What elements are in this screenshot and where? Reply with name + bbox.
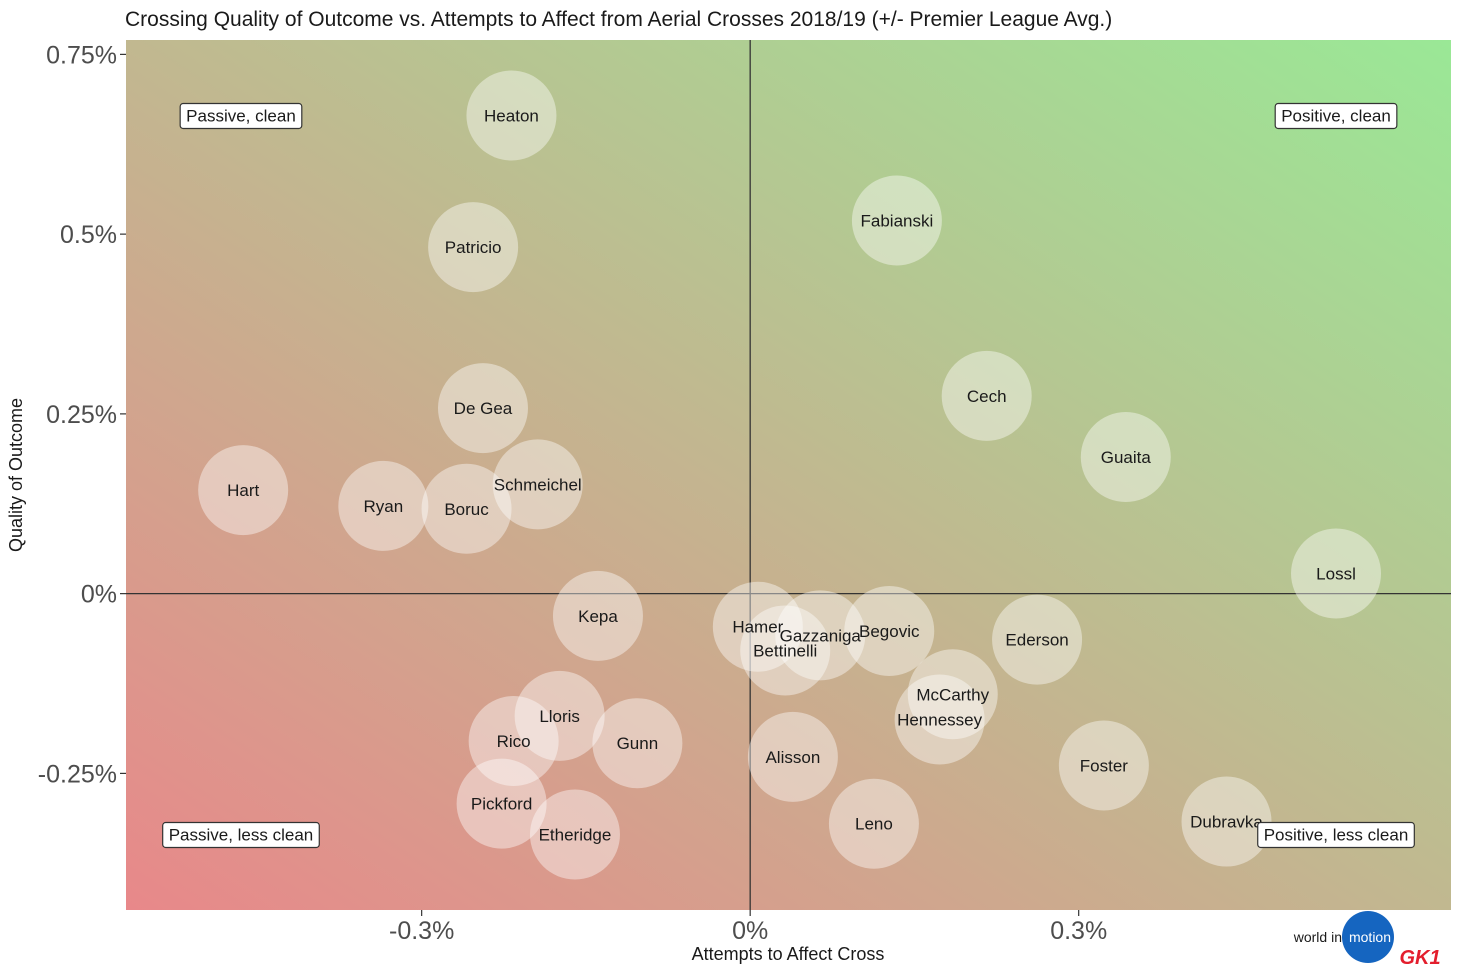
bubble-label: Guaita xyxy=(1101,448,1152,467)
bubble-label: Etheridge xyxy=(539,826,612,845)
bubble-de-gea xyxy=(437,363,528,454)
bubble-label: Boruc xyxy=(444,500,489,519)
bubble-lossl xyxy=(1291,528,1382,619)
bubble-gunn xyxy=(592,698,683,789)
bubble-boruc xyxy=(421,463,512,554)
bubble-label: Begovic xyxy=(859,622,920,641)
bubble-fabianski xyxy=(851,175,942,266)
brand-highlight: motion xyxy=(1349,929,1391,945)
bubble-layer xyxy=(198,70,1382,880)
quadrant-label-layer: Passive, clean Positive, clean Passive, le… xyxy=(162,102,1415,849)
x-tick-label: -0.3% xyxy=(389,917,454,945)
bubble-label: Rico xyxy=(497,732,531,751)
y-axis: -0.25% 0% 0.25% 0.5% 0.75% xyxy=(38,41,126,788)
brand-logo-text: GK1 xyxy=(1399,947,1440,969)
bubble-guaita xyxy=(1080,412,1171,503)
quadrant-label-box xyxy=(162,821,320,849)
bubble-label: McCarthy xyxy=(916,685,989,704)
plot-background xyxy=(126,40,1451,910)
bubble-label: Fabianski xyxy=(861,211,934,230)
bubble-foster xyxy=(1058,720,1149,811)
bubble-label: Schmeichel xyxy=(494,475,582,494)
bubble-dubravka xyxy=(1181,776,1272,867)
bubble-patricio xyxy=(428,202,519,293)
x-tick-label: 0.3% xyxy=(1050,917,1107,945)
y-tick-label: -0.25% xyxy=(38,760,117,788)
bubble-etheridge xyxy=(529,789,620,880)
bubble-label: Heaton xyxy=(484,106,539,125)
x-axis-title: Attempts to Affect Cross xyxy=(692,944,885,964)
quadrant-label: Passive, clean xyxy=(186,106,296,125)
y-tick-label: 0.75% xyxy=(46,41,117,69)
brand-prefix: world in xyxy=(1293,929,1342,945)
bubble-label-layer: Heaton Patricio De Gea Schmeichel Hart Ryan Bo… xyxy=(227,106,1356,844)
bubble-pickford xyxy=(456,758,547,849)
reference-lines xyxy=(126,40,1451,910)
bubble-gazzaniga xyxy=(775,590,866,681)
bubble-alisson xyxy=(747,711,838,802)
bubble-label: Cech xyxy=(967,387,1007,406)
bubble-lloris xyxy=(514,670,605,761)
bubble-mccarthy xyxy=(907,649,998,740)
bubble-label: Lossl xyxy=(1316,565,1356,584)
bubble-kepa xyxy=(552,570,643,661)
quadrant-label: Positive, clean xyxy=(1281,106,1391,125)
bubble-label: Bettinelli xyxy=(753,641,817,660)
x-axis: -0.3% 0% 0.3% xyxy=(389,910,1107,945)
bubble-label: Alisson xyxy=(765,748,820,767)
quadrant-label-box xyxy=(1274,102,1398,130)
y-tick-label: 0.25% xyxy=(46,401,117,429)
bubble-label: Foster xyxy=(1080,756,1129,775)
globe-icon xyxy=(1342,911,1394,963)
bubble-label: Dubravka xyxy=(1190,813,1263,832)
bubble-label: De Gea xyxy=(454,399,513,418)
bubble-label: Hennessey xyxy=(897,710,983,729)
bubble-label: Gunn xyxy=(617,734,659,753)
bubble-label: Gazzaniga xyxy=(780,626,862,645)
y-axis-title: Quality of Outcome xyxy=(6,398,26,552)
bubble-label: Ederson xyxy=(1005,631,1068,650)
quadrant-label-box xyxy=(179,102,303,130)
quadrant-label: Positive, less clean xyxy=(1264,826,1409,845)
bubble-label: Ryan xyxy=(363,497,403,516)
bubble-hennessey xyxy=(894,674,985,765)
bubble-bettinelli xyxy=(740,605,831,696)
bubble-label: Hamer xyxy=(732,618,783,637)
bubble-rico xyxy=(468,696,559,787)
bubble-label: Lloris xyxy=(539,707,580,726)
x-tick-label: 0% xyxy=(732,917,768,945)
y-tick-label: 0.5% xyxy=(60,221,117,249)
brand-logo: world in motion GK1 xyxy=(1293,911,1441,969)
y-tick-label: 0% xyxy=(81,581,117,609)
bubble-ryan xyxy=(338,460,429,551)
bubble-begovic xyxy=(844,586,935,677)
chart-title: Crossing Quality of Outcome vs. Attempts… xyxy=(125,8,1112,31)
bubble-label: Leno xyxy=(855,815,893,834)
bubble-label: Pickford xyxy=(471,795,532,814)
bubble-leno xyxy=(828,778,919,869)
bubble-hart xyxy=(198,445,289,536)
bubble-schmeichel xyxy=(492,439,583,530)
bubble-label: Patricio xyxy=(445,238,502,257)
bubble-label: Kepa xyxy=(578,607,618,626)
quadrant-label-box xyxy=(1257,821,1415,849)
bubble-hamer xyxy=(712,581,803,672)
quadrant-label: Passive, less clean xyxy=(169,826,314,845)
bubble-label: Hart xyxy=(227,481,259,500)
bubble-ederson xyxy=(992,594,1083,685)
bubble-heaton xyxy=(466,70,557,161)
bubble-cech xyxy=(941,350,1032,441)
